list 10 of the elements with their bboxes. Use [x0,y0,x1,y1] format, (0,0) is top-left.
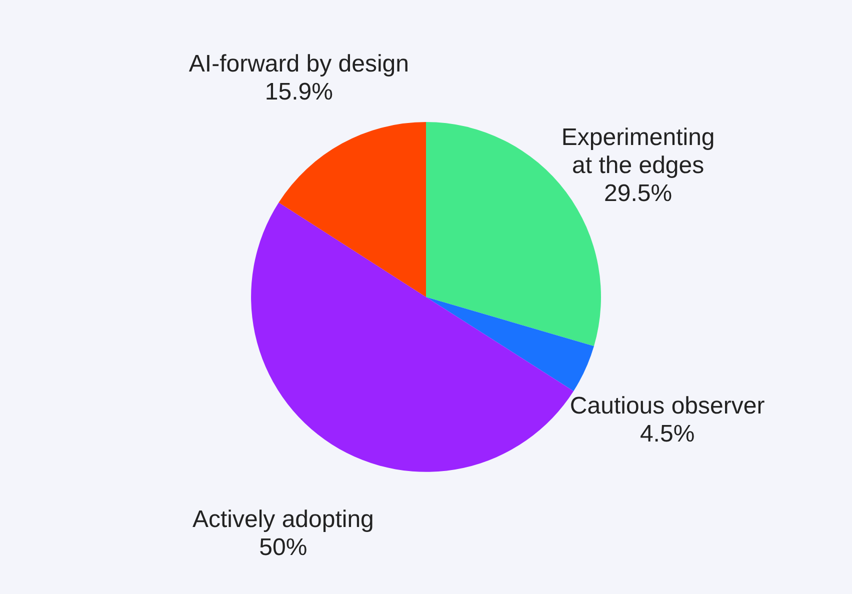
slice-label: Cautious observer [570,392,765,420]
pie-slice [426,297,594,392]
slice-label: Actively adopting [192,506,374,534]
data-label: 15.9% [264,78,333,106]
slice-label: AI-forward by design [188,50,410,78]
data-label: 50% [259,534,308,562]
data-label: 4.5% [640,420,695,448]
slice-label: Experimenting at the edges [561,124,715,180]
data-label: 29.5% [604,180,672,208]
pie-slice [278,122,426,297]
